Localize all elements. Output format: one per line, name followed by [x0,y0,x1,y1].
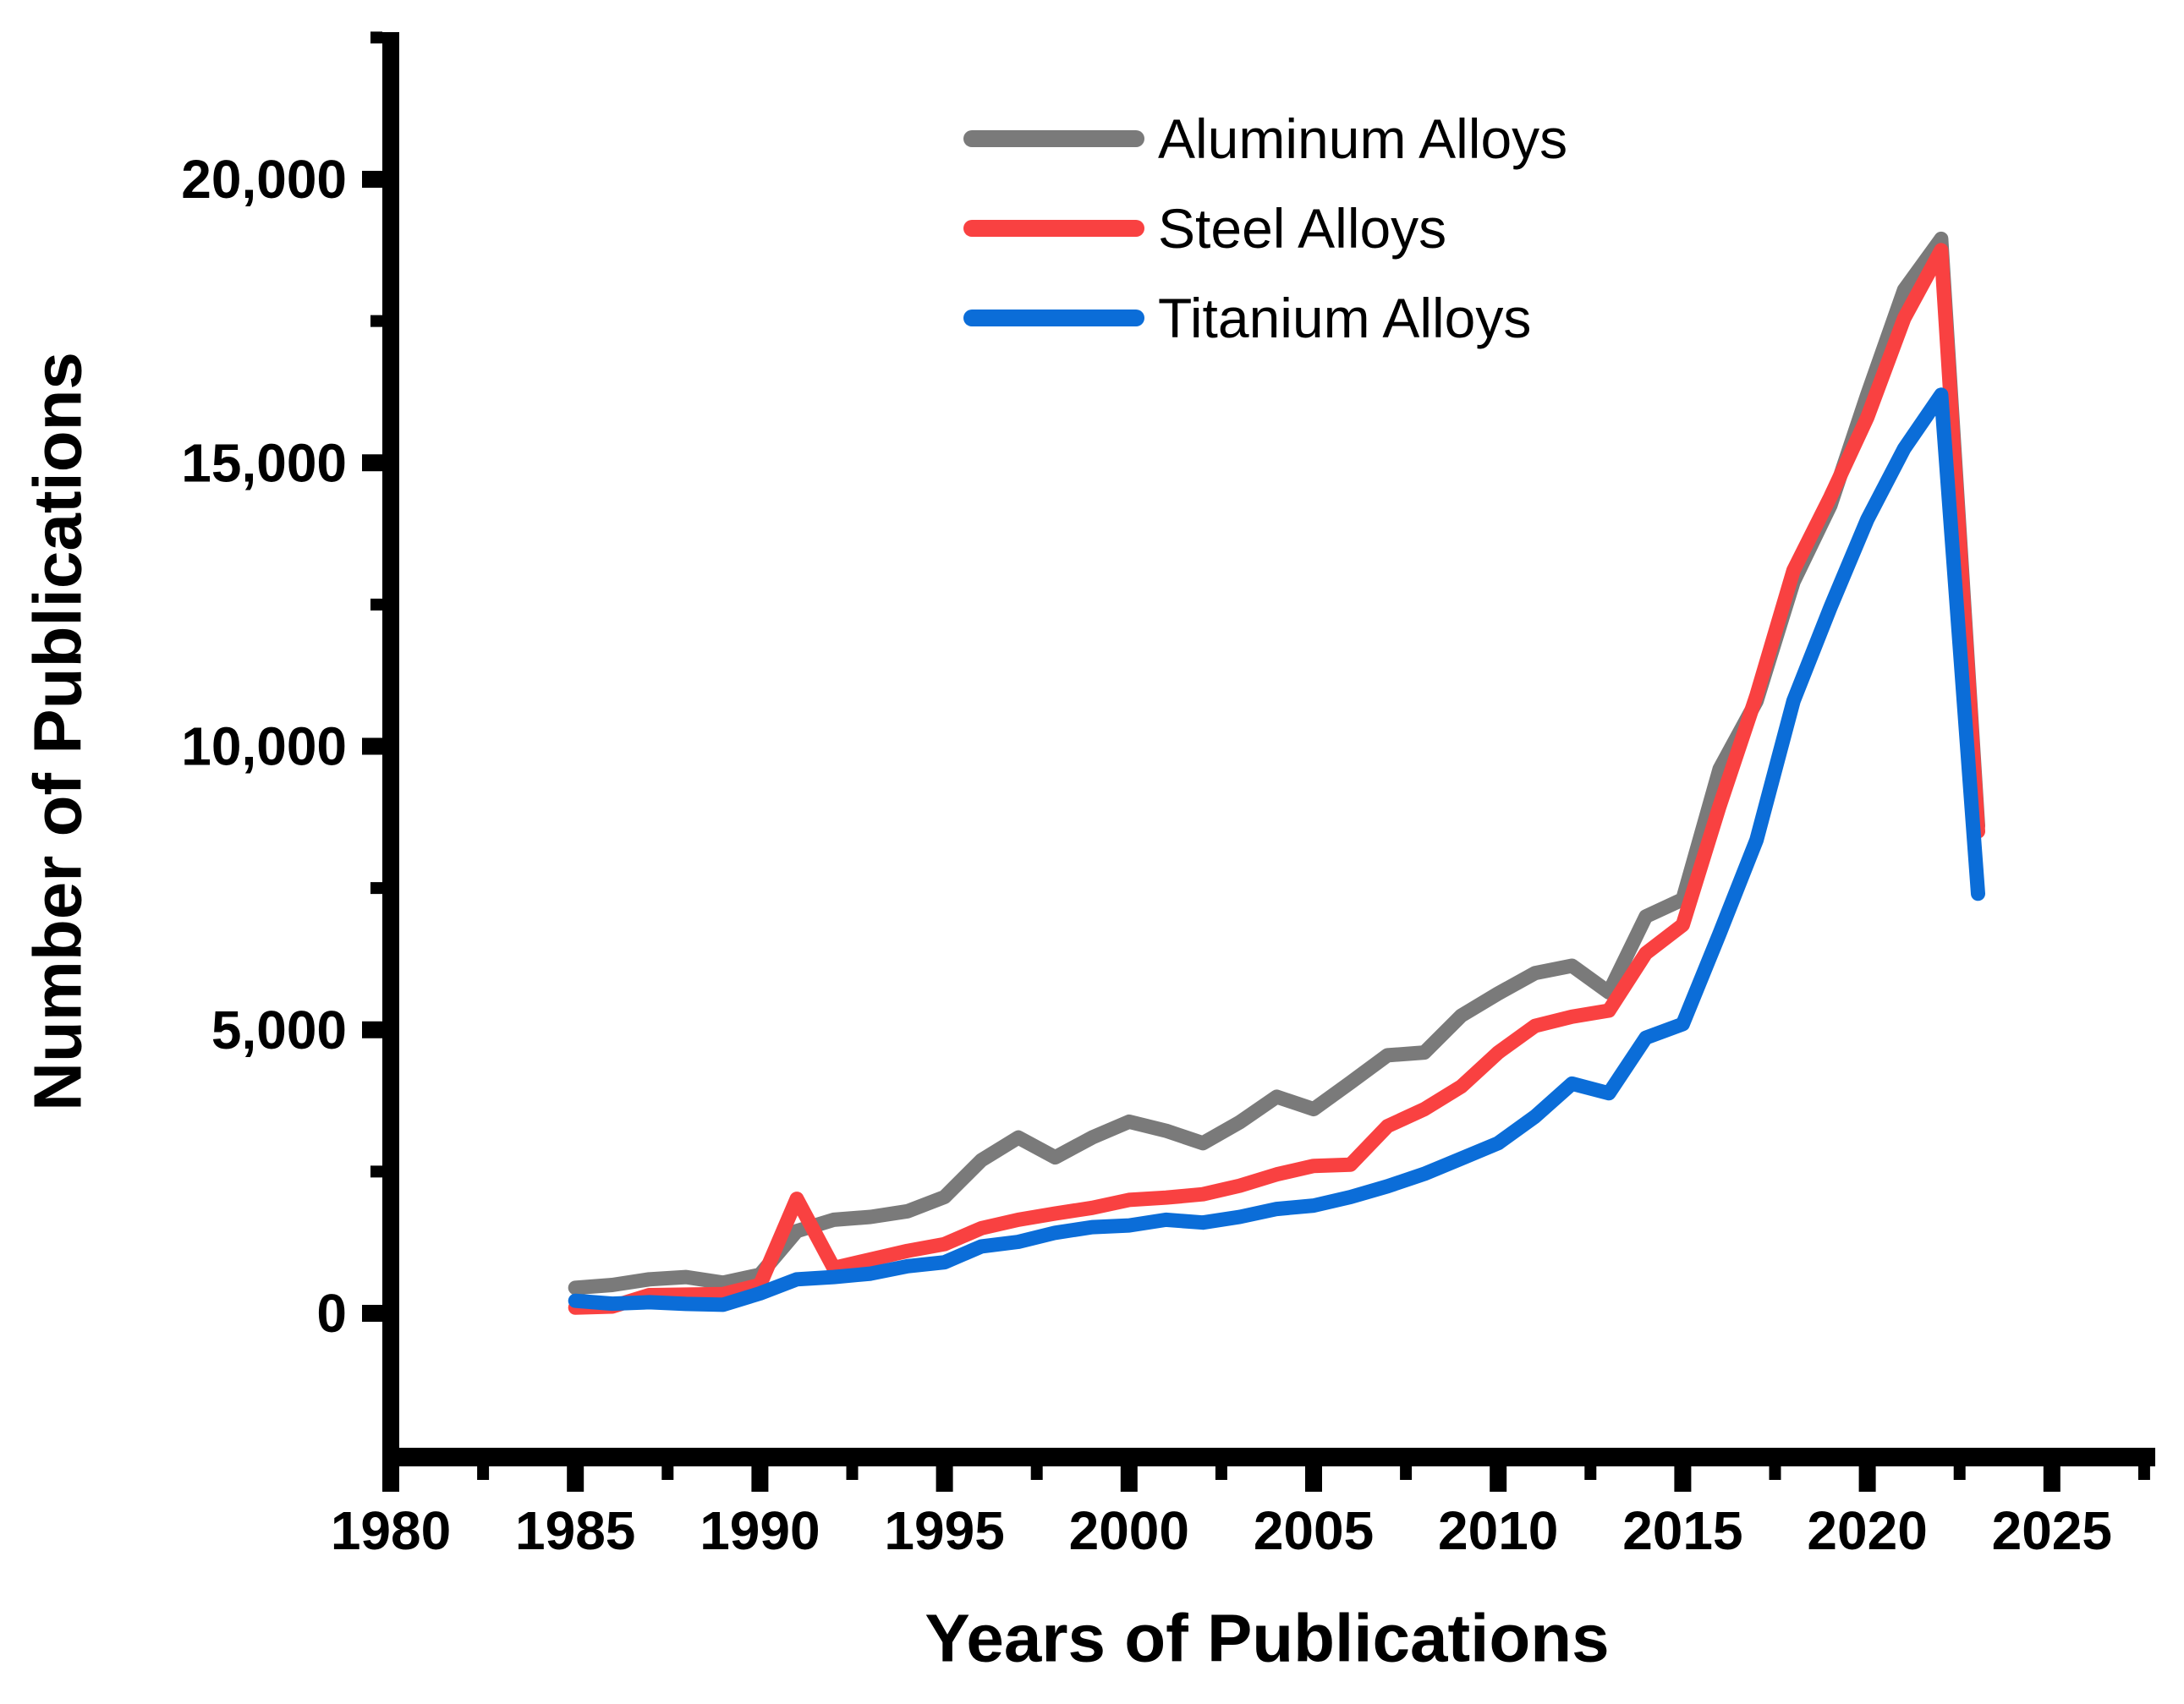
axis-ticks [362,31,2150,1492]
legend-key-steel-line [963,220,1144,237]
y-tick-label: 15,000 [181,432,347,493]
x-major-tick [751,1466,769,1492]
x-tick-label: 1990 [700,1500,820,1561]
x-major-tick [1858,1466,1876,1492]
x-minor-tick [1215,1466,1227,1480]
x-major-tick [1305,1466,1322,1492]
x-tick-label: 2005 [1254,1500,1374,1561]
x-minor-tick [1400,1466,1413,1480]
y-minor-tick [370,315,382,327]
x-major-tick [567,1466,584,1492]
y-major-tick [362,737,382,755]
y-axis-spine [382,32,399,1466]
x-tick-label: 1980 [331,1500,451,1561]
x-major-tick [382,1466,399,1492]
x-minor-tick [1584,1466,1597,1480]
x-axis-spine [382,1448,2155,1466]
y-minor-tick [370,1165,382,1178]
x-major-tick [2043,1466,2061,1492]
legend-key-titanium-line [963,310,1144,326]
series-line-steel-alloys [568,243,1985,1315]
x-tick-label: 1995 [884,1500,1004,1561]
x-minor-tick [2137,1466,2150,1480]
y-major-tick [362,1021,382,1038]
x-tick-label: 2020 [1807,1500,1927,1561]
legend-label-titanium: Titanium Alloys [1158,287,1532,349]
x-minor-tick [1030,1466,1043,1480]
x-minor-tick [661,1466,674,1480]
x-major-tick [1674,1466,1692,1492]
x-tick-label: 2025 [1992,1500,2112,1561]
y-major-tick [362,171,382,188]
legend-label-steel: Steel Alloys [1158,197,1447,260]
x-minor-tick [477,1466,490,1480]
x-tick-label: 2000 [1069,1500,1189,1561]
series-line-titanium-alloys [568,387,1985,1312]
y-major-tick [362,1305,382,1322]
axis-tick-labels: 1980 1985 1990 1995 2000 2005 2010 2015 2020 2025… [181,149,2112,1561]
y-axis-title: Number of Publications [20,352,96,1111]
x-major-tick [1120,1466,1138,1492]
x-major-tick [936,1466,953,1492]
x-tick-label: 2010 [1438,1500,1558,1561]
y-tick-label: 0 [316,1283,347,1344]
legend: Aluminum Alloys Steel Alloys Titanium Al… [963,111,1567,380]
y-minor-tick [370,882,382,895]
y-minor-tick [370,31,382,44]
legend-row-titanium: Titanium Alloys [963,290,1567,346]
series-line-aluminum-alloys [568,231,1985,1296]
x-minor-tick [1769,1466,1781,1480]
y-tick-label: 10,000 [181,716,347,777]
series-lines [568,231,1985,1315]
legend-row-steel: Steel Alloys [963,200,1567,256]
x-minor-tick [846,1466,859,1480]
y-tick-label: 20,000 [181,149,347,210]
y-tick-label: 5,000 [211,1000,347,1060]
x-axis-title: Years of Publications [925,1601,1609,1676]
legend-label-aluminum: Aluminum Alloys [1158,107,1568,170]
legend-key-aluminum-line [963,130,1144,147]
y-major-tick [362,454,382,472]
axes [382,32,2155,1466]
x-minor-tick [1953,1466,1966,1480]
y-minor-tick [370,598,382,611]
legend-row-aluminum: Aluminum Alloys [963,111,1567,167]
x-tick-label: 2015 [1622,1500,1742,1561]
x-major-tick [1490,1466,1507,1492]
x-tick-label: 1985 [515,1500,635,1561]
